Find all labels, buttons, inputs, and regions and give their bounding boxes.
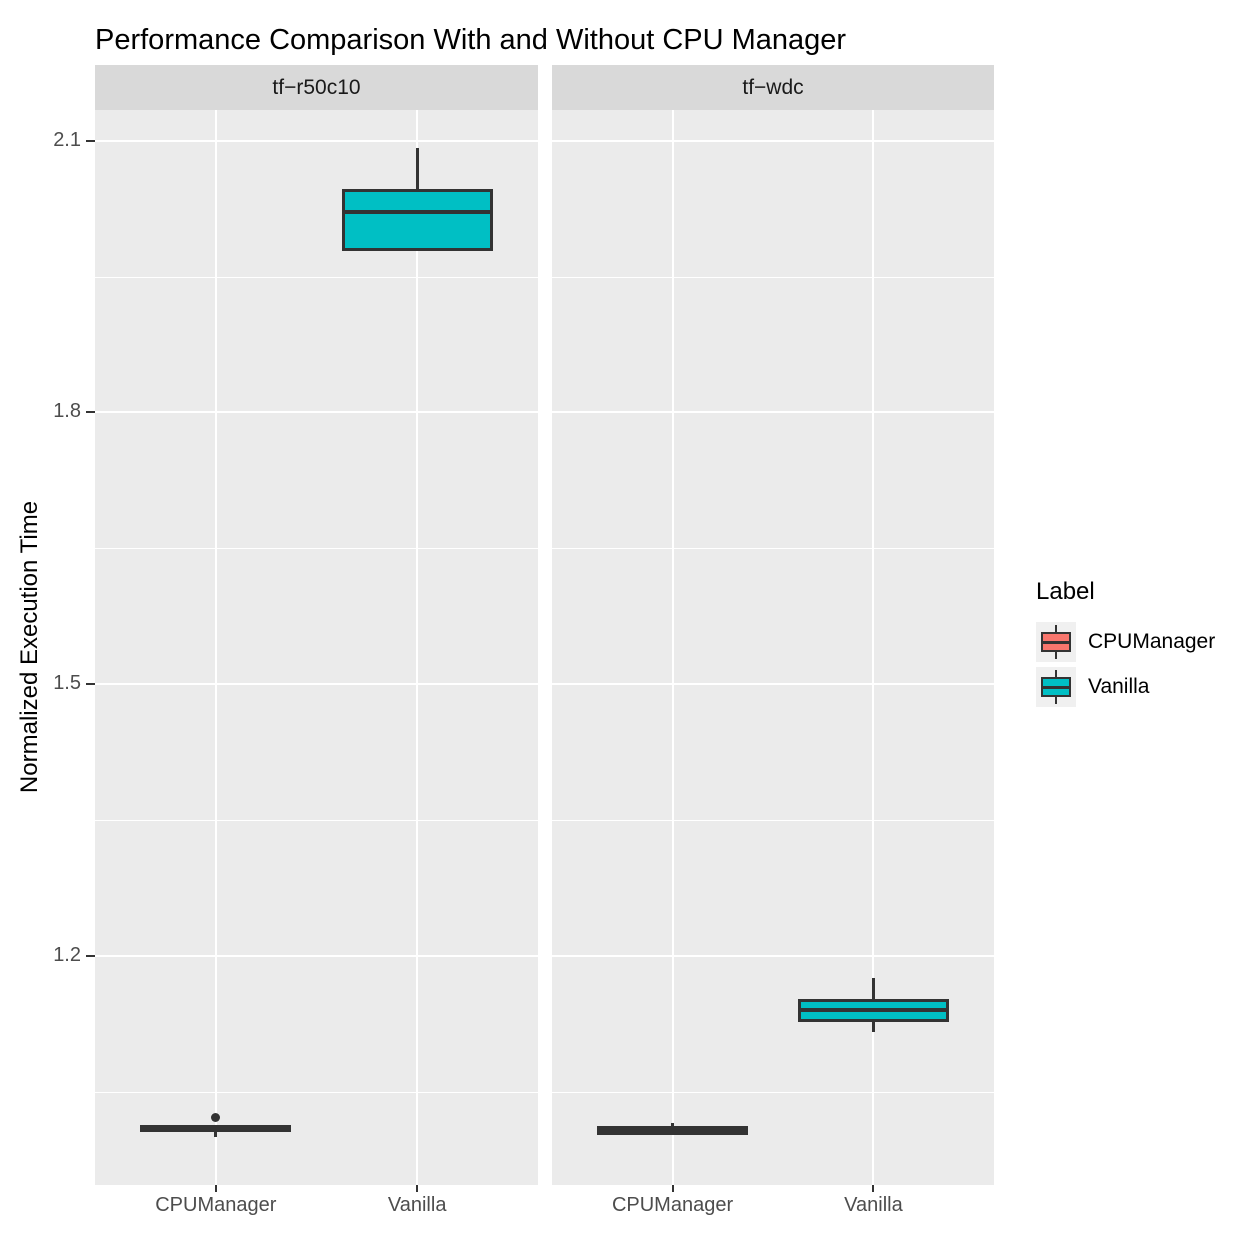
facet-strip-label: tf−r50c10 — [272, 75, 361, 99]
legend-item-label: CPUManager — [1088, 630, 1216, 653]
gridline-major-v — [872, 110, 875, 1185]
x-tick-label: CPUManager — [155, 1194, 277, 1216]
whisker-upper — [671, 1122, 675, 1127]
gridline-major-h — [95, 954, 538, 957]
gridline-major-v — [416, 110, 419, 1185]
gridline-major-h — [95, 139, 538, 142]
legend-key — [1036, 622, 1076, 662]
gridline-minor-h — [552, 276, 994, 278]
legend-item: CPUManager — [1036, 622, 1215, 662]
x-tick-mark — [872, 1185, 875, 1192]
panel — [95, 110, 538, 1185]
x-tick-label: CPUManager — [611, 1194, 734, 1216]
median-line — [798, 1008, 949, 1013]
gridline-minor-h — [95, 1091, 538, 1093]
gridline-minor-h — [552, 548, 994, 550]
median-line — [341, 210, 493, 215]
x-tick-label: Vanilla — [844, 1194, 903, 1216]
gridline-major-h — [552, 683, 994, 686]
panel — [552, 110, 994, 1185]
median-line — [140, 1126, 292, 1131]
gridline-major-h — [95, 411, 538, 414]
gridline-minor-h — [552, 1091, 994, 1093]
y-tick-label: 1.5 — [53, 672, 81, 695]
x-tick-mark — [416, 1185, 419, 1192]
y-tick-label: 2.1 — [53, 128, 81, 151]
gridline-minor-h — [95, 820, 538, 822]
y-tick-mark — [86, 683, 95, 686]
y-tick-mark — [86, 411, 95, 414]
legend-item-label: Vanilla — [1088, 675, 1150, 698]
facet-strip: tf−wdc — [552, 65, 994, 110]
y-tick-label: 1.8 — [53, 400, 81, 423]
gridline-major-h — [552, 954, 994, 957]
whisker-lower — [871, 1021, 875, 1032]
gridline-minor-h — [552, 820, 994, 822]
y-tick-label: 1.2 — [53, 943, 81, 966]
legend-key-median — [1041, 685, 1071, 689]
y-tick-mark — [86, 139, 95, 142]
legend-key-median — [1041, 640, 1071, 644]
boxplot-box — [341, 188, 493, 252]
legend-items: CPUManager Vanilla — [1036, 622, 1215, 707]
whisker-upper — [871, 977, 875, 1000]
median-line — [597, 1128, 748, 1133]
facet-strip: tf−r50c10 — [95, 65, 538, 110]
gridline-major-v — [671, 110, 674, 1185]
y-tick-mark — [86, 954, 95, 957]
plot-title: Performance Comparison With and Without … — [95, 24, 847, 56]
gridline-major-v — [214, 110, 217, 1185]
outlier-point — [211, 1113, 221, 1123]
legend: Label CPUManager Vanilla — [1036, 578, 1215, 712]
gridline-major-h — [95, 683, 538, 686]
legend-title: Label — [1036, 578, 1095, 605]
legend-item: Vanilla — [1036, 667, 1215, 707]
facet-strip-label: tf−wdc — [742, 75, 804, 99]
x-tick-mark — [671, 1185, 674, 1192]
x-tick-label: Vanilla — [387, 1194, 447, 1216]
y-axis-title: Normalized Execution Time — [16, 500, 43, 794]
gridline-minor-h — [95, 548, 538, 550]
gridline-minor-h — [95, 276, 538, 278]
whisker-lower — [214, 1132, 218, 1137]
gridline-major-h — [552, 139, 994, 142]
legend-key — [1036, 667, 1076, 707]
x-tick-mark — [214, 1185, 217, 1192]
gridline-major-h — [552, 411, 994, 414]
whisker-upper — [415, 148, 419, 189]
